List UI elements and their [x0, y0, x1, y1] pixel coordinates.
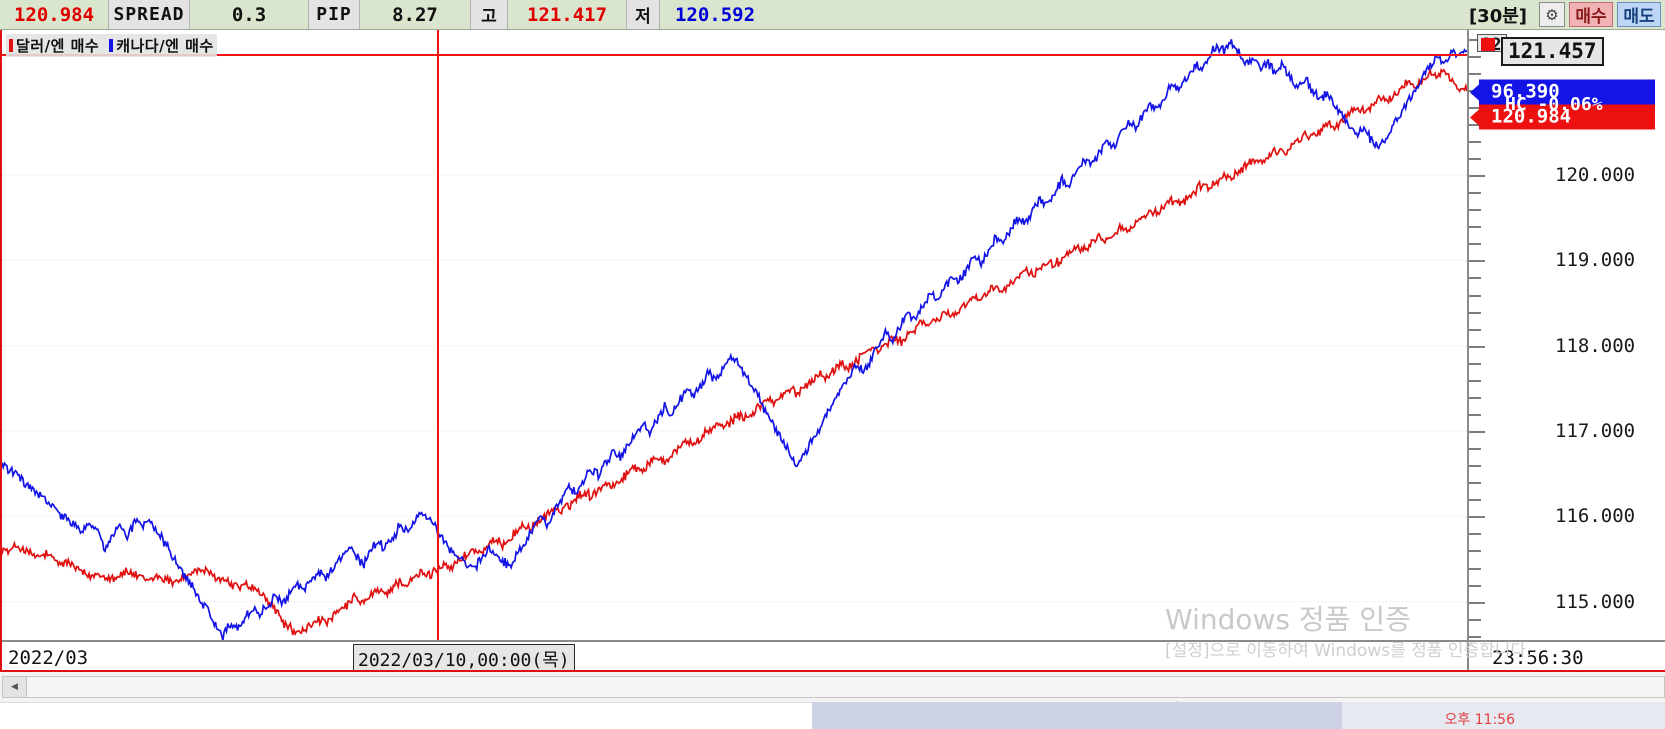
price-axis-label: 115.000	[1555, 590, 1636, 613]
taskbar-middle-region	[812, 702, 1342, 729]
price-tooltip: 121.457	[1501, 37, 1604, 66]
price-tick-major	[1469, 516, 1485, 519]
price-tick-minor	[1469, 584, 1481, 587]
legend-label: 캐나다/엔 매수	[116, 37, 214, 55]
price-tick-minor	[1469, 38, 1481, 41]
usd-jpy-price-badge[interactable]: 120.984	[1479, 104, 1655, 130]
time-axis[interactable]: 2022/03 2022/03/10,00:00(목) 23:56:30	[2, 640, 1665, 675]
price-tick-minor	[1469, 362, 1481, 365]
price-axis-label: 116.000	[1555, 505, 1636, 528]
price-tick-minor	[1469, 396, 1481, 399]
spread-value: 0.3	[231, 3, 267, 26]
price-axis-label: 119.000	[1555, 249, 1636, 272]
price-tick-major	[1469, 345, 1485, 348]
price-line-chart	[2, 39, 1467, 640]
price-tick-minor	[1469, 277, 1481, 280]
high-price-line	[2, 54, 1467, 57]
percent-change-overlay: HC -0.06%	[1505, 94, 1603, 115]
horizontal-scrollbar[interactable]: ◀	[2, 676, 1665, 698]
price-tick-minor	[1469, 413, 1481, 416]
legend-item-cad-jpy[interactable]: 캐나다/엔 매수	[109, 35, 214, 56]
sell-button[interactable]: 매도	[1617, 2, 1661, 27]
price-tick-minor	[1469, 158, 1481, 160]
cad-jpy-price-text: 96.390	[1491, 80, 1560, 103]
chart-area[interactable]: 달러/엔 매수 캐나다/엔 매수 Windows 정품 인증 [설정]으로 이동…	[0, 30, 1665, 675]
scroll-left-icon[interactable]: ◀	[3, 677, 27, 697]
upper-badge-square-icon	[1481, 38, 1495, 51]
price-tick-minor	[1469, 465, 1481, 468]
low-value: 120.592	[674, 3, 756, 26]
price-tick-major	[1469, 601, 1485, 604]
price-tick-minor	[1469, 55, 1481, 58]
topbar-spacer	[770, 0, 1459, 29]
system-clock: 오후 11:56	[1444, 712, 1515, 728]
timeframe-label[interactable]: [30분]	[1468, 5, 1527, 27]
price-tick-minor	[1469, 226, 1481, 229]
price-tick-minor	[1469, 209, 1481, 212]
chart-legend: 달러/엔 매수 캐나다/엔 매수	[6, 34, 217, 57]
price-tick-minor	[1469, 243, 1481, 246]
price-tick-minor	[1469, 448, 1481, 450]
price-tick-minor	[1469, 499, 1481, 502]
gridlines	[2, 174, 1467, 603]
price-tick-minor	[1469, 140, 1481, 143]
price-tick-minor	[1469, 635, 1481, 638]
low-label: 저	[626, 0, 660, 29]
legend-item-usd-jpy[interactable]: 달러/엔 매수	[9, 35, 99, 56]
series-line-usd-jpy	[2, 67, 1467, 637]
top-status-bar: 120.984 SPREAD 0.3 PIP 8.27 고 121.417 저 …	[0, 0, 1665, 30]
price-tick-minor	[1469, 533, 1481, 536]
price-tick-minor	[1469, 311, 1481, 314]
price-tick-minor	[1469, 192, 1481, 195]
high-label: 고	[470, 0, 508, 29]
price-axis-label: 118.000	[1555, 334, 1636, 357]
legend-swatch-icon	[9, 39, 13, 52]
upper-price-badge: 121.6	[1477, 34, 1507, 52]
price-tick-minor	[1469, 379, 1481, 382]
series-line-cad-jpy	[2, 39, 1467, 640]
high-value: 121.417	[526, 3, 608, 26]
price-tick-major	[1469, 260, 1485, 263]
price-tick-major	[1469, 431, 1485, 433]
plot-canvas[interactable]	[2, 30, 1467, 640]
price-tick-minor	[1469, 618, 1481, 621]
taskbar-left-region	[0, 702, 812, 729]
usd-jpy-price-text: 120.984	[1491, 105, 1572, 128]
price-tick-minor	[1469, 482, 1481, 485]
bottom-bar: ◀ ↖◢▭▷─⊓✳◜┅┼≡∿⑇△▲⌧○⚑■✚✐ 오후 11:56	[0, 672, 1665, 729]
price-axis[interactable]: 120.000 119.000 118.000 117.000 116.000 115.0…	[1467, 30, 1665, 640]
price-tick-minor	[1469, 72, 1481, 75]
taskbar-right-region: 오후 11:56	[1342, 702, 1665, 729]
price-axis-label: 120.000	[1555, 164, 1636, 186]
price-tick-minor	[1469, 567, 1481, 570]
price-tick-minor	[1469, 294, 1481, 297]
pip-label: PIP	[308, 0, 360, 29]
time-axis-start-label: 2022/03	[8, 647, 89, 669]
price-tick-minor	[1469, 550, 1481, 553]
chart-bottom-border	[0, 670, 1665, 672]
scrollbar-track[interactable]	[27, 677, 1664, 697]
time-axis-end-label: 23:56:30	[1492, 647, 1584, 669]
buy-button[interactable]: 매수	[1569, 2, 1613, 27]
legend-label: 달러/엔 매수	[16, 37, 100, 55]
cad-jpy-price-badge[interactable]: 96.390	[1479, 79, 1655, 105]
current-price: 120.984	[13, 3, 95, 26]
legend-swatch-icon	[109, 39, 114, 52]
price-tick-minor	[1469, 328, 1481, 331]
price-tick-major	[1469, 175, 1485, 177]
spread-label: SPREAD	[108, 0, 190, 29]
gear-icon[interactable]: ⚙	[1539, 2, 1565, 27]
pip-value: 8.27	[392, 3, 438, 26]
price-axis-label: 117.000	[1555, 420, 1636, 442]
time-axis-divider	[1467, 642, 1469, 674]
crosshair-vertical-line[interactable]	[437, 30, 439, 640]
